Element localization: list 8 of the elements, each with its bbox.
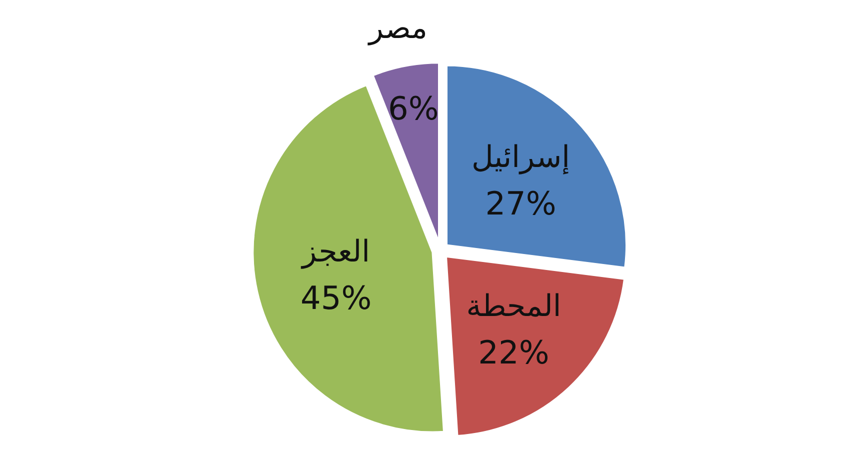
- data-label: 27%: [485, 184, 556, 223]
- slice-label: العجز: [300, 234, 370, 270]
- data-label: 6%: [388, 89, 439, 128]
- slice-label: مصر: [366, 11, 428, 46]
- data-label: 45%: [300, 278, 372, 317]
- slice-label: المحطة: [466, 289, 562, 324]
- data-label: 22%: [478, 334, 550, 372]
- slice-label: إسرائيل: [472, 140, 570, 176]
